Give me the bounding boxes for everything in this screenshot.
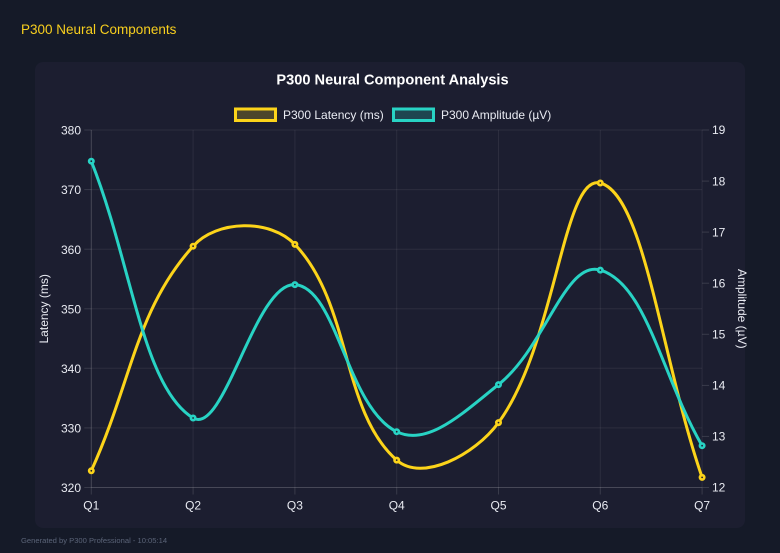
svg-text:P300 Amplitude (µV): P300 Amplitude (µV) xyxy=(441,108,551,122)
svg-text:320: 320 xyxy=(61,481,81,495)
svg-text:Q2: Q2 xyxy=(185,499,201,513)
svg-text:17: 17 xyxy=(712,225,726,239)
svg-text:Amplitude (µV): Amplitude (µV) xyxy=(735,269,749,349)
svg-text:350: 350 xyxy=(61,302,81,316)
svg-text:380: 380 xyxy=(61,124,81,138)
svg-text:Q1: Q1 xyxy=(83,499,99,513)
svg-text:340: 340 xyxy=(61,362,81,376)
svg-text:P300 Neural Component Analysis: P300 Neural Component Analysis xyxy=(276,73,508,89)
svg-text:Q3: Q3 xyxy=(287,499,303,513)
svg-text:P300 Latency (ms): P300 Latency (ms) xyxy=(283,108,384,122)
svg-text:Q6: Q6 xyxy=(592,499,608,513)
svg-text:12: 12 xyxy=(712,481,726,495)
svg-text:19: 19 xyxy=(712,123,726,137)
svg-text:14: 14 xyxy=(712,379,726,393)
svg-text:13: 13 xyxy=(712,430,726,444)
svg-text:Q5: Q5 xyxy=(490,499,506,513)
svg-text:Latency (ms): Latency (ms) xyxy=(37,274,51,343)
svg-text:Q4: Q4 xyxy=(389,499,405,513)
svg-text:360: 360 xyxy=(61,243,81,257)
svg-text:330: 330 xyxy=(61,422,81,436)
svg-text:Q7: Q7 xyxy=(694,499,710,513)
svg-text:16: 16 xyxy=(712,276,726,290)
svg-text:18: 18 xyxy=(712,174,726,188)
svg-text:15: 15 xyxy=(712,328,726,342)
svg-text:370: 370 xyxy=(61,183,81,197)
